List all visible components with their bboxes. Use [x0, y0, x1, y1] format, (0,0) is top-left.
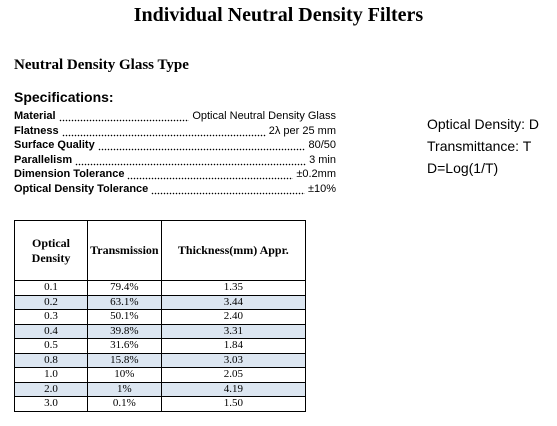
table-cell: 3.03 [160, 352, 307, 368]
table-cell: 1.0 [14, 367, 88, 383]
spec-label: Parallelism [14, 153, 73, 166]
leader-dots [58, 109, 190, 124]
leader-dots [75, 152, 307, 168]
page-title: Individual Neutral Density Filters [133, 4, 424, 26]
table-cell: 0.5 [14, 338, 88, 354]
table-cell: 0.3 [14, 309, 88, 325]
spec-row: Optical Density Tolerance ±10% [14, 181, 336, 197]
table-cell: 0.8 [14, 352, 88, 368]
table-cell: 2.40 [160, 309, 307, 325]
leader-dots [127, 167, 294, 182]
table-cell: 50.1% [87, 309, 162, 325]
table-cell: 2.0 [14, 381, 88, 397]
spec-row: Surface Quality 80/50 [14, 138, 336, 153]
spec-title: Specifications: [14, 89, 114, 105]
spec-label: Dimension Tolerance [14, 168, 125, 181]
table-cell: 3.0 [14, 396, 88, 412]
table-cell: 4.19 [160, 381, 307, 397]
spec-list: Material Optical Neutral Density Glass Fla… [14, 109, 336, 197]
table-row: 0.3 50.1% 2.40 [14, 309, 307, 325]
table-cell: 0.4 [14, 323, 88, 339]
table-row: 2.0 1% 4.19 [14, 381, 307, 397]
spec-value: 2λ per 25 mm [268, 124, 336, 137]
spec-row: Material Optical Neutral Density Glass [14, 109, 336, 124]
table-cell: 31.6% [87, 338, 162, 354]
spec-row: Parallelism 3 min [14, 152, 336, 168]
section-title: Neutral Density Glass Type [14, 57, 189, 73]
table-cell: 15.8% [87, 352, 162, 368]
table-row: 0.4 39.8% 3.31 [14, 323, 307, 339]
table-row: 1.0 10% 2.05 [14, 367, 307, 383]
column-header: Thickness(mm) Appr. [160, 220, 307, 281]
note: Transmittance: T [427, 138, 532, 154]
od-table: Optical Density Transmission Thickness(mm)… [14, 220, 307, 412]
spec-value: 3 min [309, 153, 336, 166]
spec-value: Optical Neutral Density Glass [192, 110, 336, 122]
table-row: 0.8 15.8% 3.03 [14, 352, 307, 368]
table-cell: 1.35 [160, 280, 307, 296]
table-cell: 1.84 [160, 338, 307, 354]
notes: Optical Density: D Transmittance: T D=Log(… [427, 113, 539, 179]
table-cell: 3.44 [160, 294, 307, 310]
table-cell: 10% [87, 367, 162, 383]
table-cell: 79.4% [87, 280, 162, 296]
spec-row: Flatness 2λ per 25 mm [14, 123, 336, 139]
spec-value: 80/50 [308, 139, 336, 152]
spec-row: Dimension Tolerance ±0.2mm [14, 167, 336, 182]
table-row: 0.1 79.4% 1.35 [14, 280, 307, 296]
column-header: Transmission [87, 220, 162, 281]
leader-dots [97, 138, 306, 153]
leader-dots [61, 123, 266, 139]
spec-value: ±0.2mm [296, 168, 336, 181]
table-cell: 1% [87, 381, 162, 397]
header-row: Optical Density Transmission Thickness(mm)… [14, 220, 307, 281]
spec-label: Flatness [14, 124, 59, 137]
table-cell: 0.1 [14, 280, 88, 296]
column-header: Optical Density [14, 220, 88, 281]
table-cell: 3.31 [160, 323, 307, 339]
spec-label: Material [14, 110, 56, 122]
leader-dots [151, 181, 305, 197]
spec-label: Optical Density Tolerance [14, 182, 149, 195]
table-row: 0.5 31.6% 1.84 [14, 338, 307, 354]
note: Optical Density: D [427, 116, 540, 132]
table-cell: 63.1% [87, 294, 162, 310]
note: D=Log(1/T) [427, 160, 499, 176]
table-cell: 39.8% [87, 323, 162, 339]
table-cell: 2.05 [160, 367, 307, 383]
table-cell: 0.2 [14, 294, 88, 310]
table-row: 3.0 0.1% 1.50 [14, 396, 307, 412]
spec-label: Surface Quality [14, 139, 95, 152]
table-cell: 1.50 [160, 396, 307, 412]
table-row: 0.2 63.1% 3.44 [14, 294, 307, 310]
spec-value: ±10% [307, 182, 336, 195]
table-cell: 0.1% [87, 396, 162, 412]
